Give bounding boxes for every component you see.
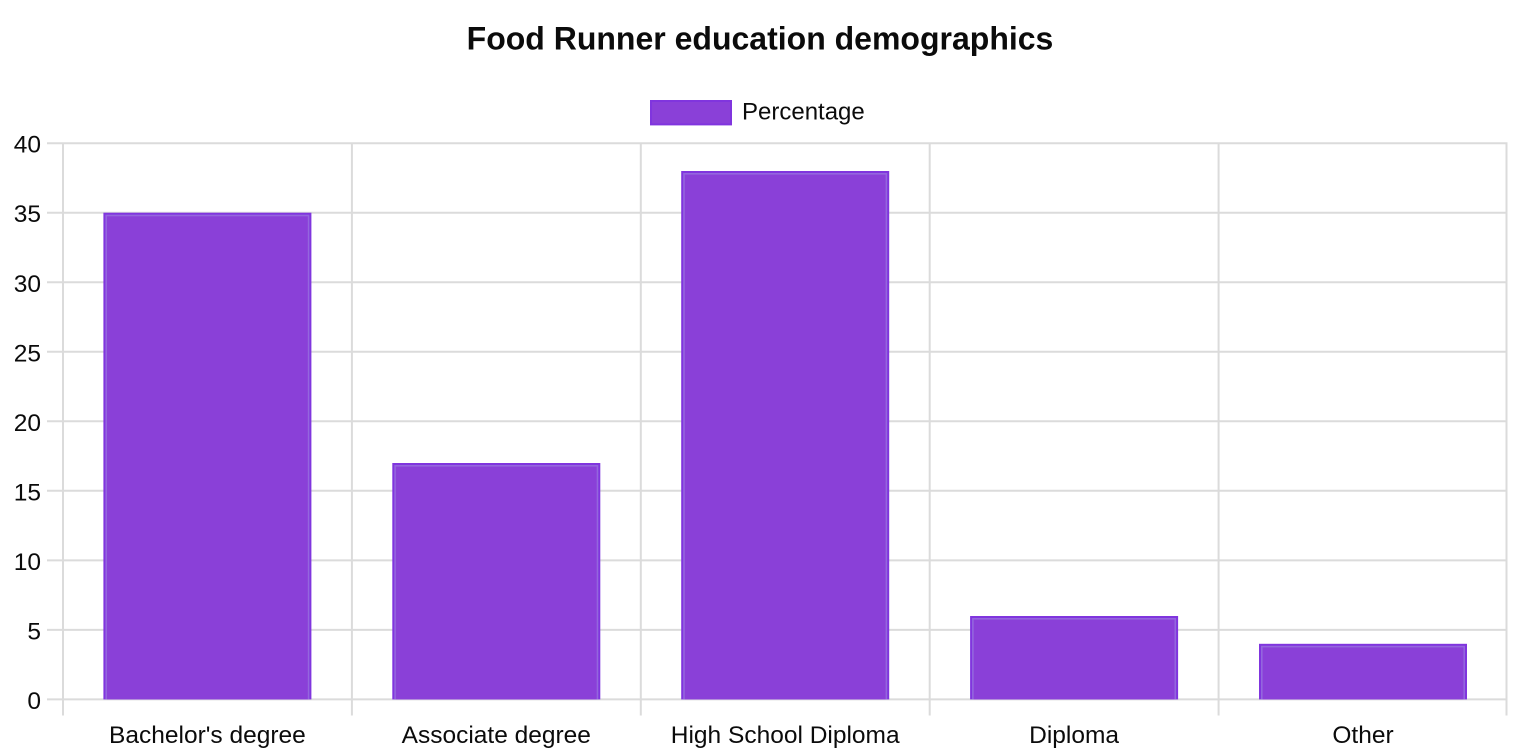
svg-text:Associate degree: Associate degree — [402, 722, 591, 749]
svg-text:Percentage: Percentage — [742, 99, 865, 126]
svg-text:10: 10 — [14, 549, 41, 576]
svg-text:5: 5 — [27, 618, 41, 645]
svg-text:Diploma: Diploma — [1029, 722, 1119, 749]
svg-text:15: 15 — [14, 479, 41, 506]
svg-text:Other: Other — [1332, 722, 1393, 749]
svg-text:20: 20 — [14, 410, 41, 437]
svg-text:40: 40 — [14, 132, 41, 159]
svg-text:25: 25 — [14, 340, 41, 367]
svg-text:High School Diploma: High School Diploma — [671, 722, 900, 749]
svg-text:Food Runner education demograp: Food Runner education demographics — [467, 21, 1054, 57]
svg-text:35: 35 — [14, 201, 41, 228]
svg-text:0: 0 — [27, 688, 41, 715]
svg-text:Bachelor's degree: Bachelor's degree — [109, 722, 306, 749]
svg-text:30: 30 — [14, 271, 41, 298]
